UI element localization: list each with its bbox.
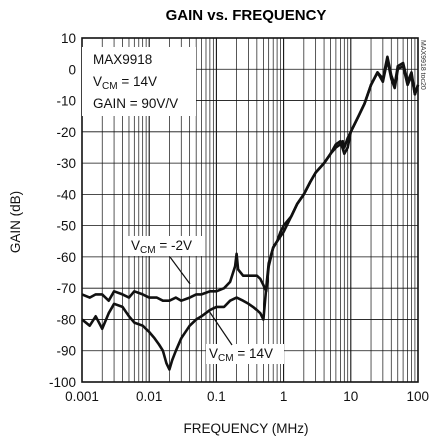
annotation-2-value: = 14V (234, 346, 273, 361)
x-tick-label: 0.1 (207, 389, 226, 404)
annotation-1-pointer (169, 256, 191, 285)
y-axis-label: GAIN (dB) (8, 191, 23, 253)
x-tick-label: 100 (406, 389, 429, 404)
legend-vcm-value: = 14V (118, 74, 157, 89)
x-tick-label: 0.001 (65, 389, 99, 404)
y-tick-label: 10 (61, 31, 76, 46)
plot-frame (81, 37, 419, 383)
annotation-1-label: VCM = -2V (131, 238, 192, 256)
legend-vcm-v: V (93, 74, 102, 89)
part-code-label: MAX9918 toc20 (419, 40, 426, 90)
legend-vcm: VCM = 14V (93, 74, 157, 92)
legend-box: MAX9918 VCM = 14V GAIN = 90V/V (82, 47, 196, 116)
y-tick-label: -100 (49, 375, 76, 390)
x-tick-label: 0.01 (136, 389, 162, 404)
annotation-vcm-14v: VCM = 14V (206, 310, 284, 364)
annotation-2-background (206, 344, 284, 364)
series-line-2 (81, 58, 420, 371)
annotation-2-pointer (208, 310, 233, 346)
y-tick-label: 0 (68, 62, 76, 77)
series-layer (81, 55, 420, 371)
annotation-1-v: V (131, 238, 140, 253)
legend-vcm-sub: CM (102, 81, 118, 92)
y-tick-label: -30 (56, 156, 76, 171)
annotation-2-v: V (209, 346, 218, 361)
annotation-1-value: = -2V (156, 238, 192, 253)
x-axis-label: FREQUENCY (MHz) (183, 421, 308, 436)
chart-title: GAIN vs. FREQUENCY (166, 7, 327, 24)
y-tick-label: -80 (56, 312, 76, 327)
y-tick-label: -10 (56, 94, 76, 109)
y-tick-label: -70 (56, 281, 76, 296)
x-tick-labels: 0.001 0.01 0.1 1 10 100 (65, 389, 429, 404)
annotation-1-background (127, 236, 205, 256)
x-tick-label: 10 (343, 389, 358, 404)
legend-box-background (82, 47, 196, 116)
annotation-1-sub: CM (140, 245, 156, 256)
y-tick-label: -60 (56, 250, 76, 265)
y-tick-label: -50 (56, 219, 76, 234)
x-tick-label: 1 (280, 389, 288, 404)
annotation-2-sub: CM (218, 353, 234, 364)
legend-gain: GAIN = 90V/V (93, 96, 178, 111)
y-tick-label: -40 (56, 187, 76, 202)
legend-device: MAX9918 (93, 52, 152, 67)
annotation-2-label: VCM = 14V (209, 346, 273, 364)
annotation-vcm-minus-2v: VCM = -2V (127, 236, 205, 285)
y-tick-labels: 10 0 -10 -20 -30 -40 -50 -60 -70 -80 -90 -100 (49, 31, 76, 390)
y-tick-label: -20 (56, 125, 76, 140)
y-tick-label: -90 (56, 344, 76, 359)
